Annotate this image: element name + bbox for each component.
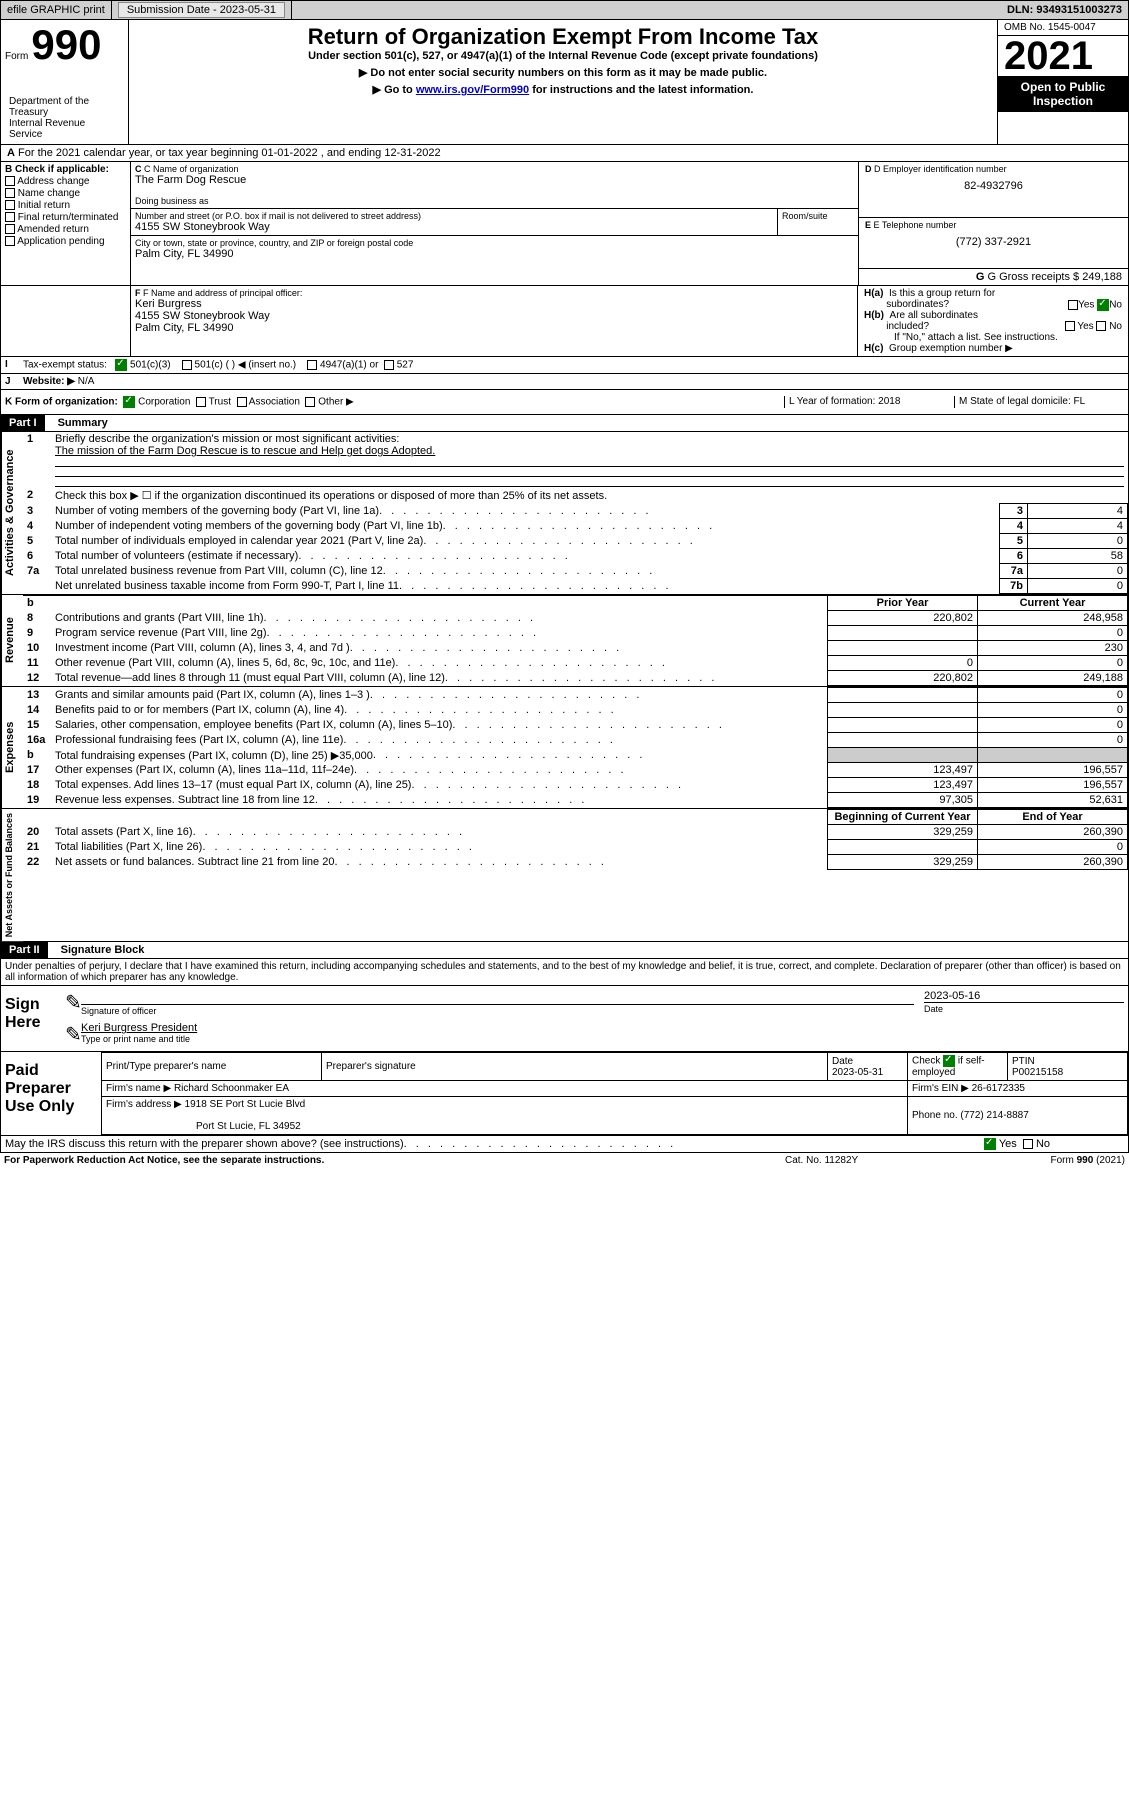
501c3-check: [115, 359, 127, 371]
header-bar: efile GRAPHIC print Submission Date - 20…: [0, 0, 1129, 20]
firm-phone: (772) 214-8887: [960, 1110, 1028, 1121]
section-c: C C Name of organization The Farm Dog Re…: [131, 162, 858, 285]
instr-link: ▶ Go to www.irs.gov/Form990 for instruct…: [133, 83, 993, 96]
vert-net: Net Assets or Fund Balances: [1, 809, 23, 941]
check-item[interactable]: Application pending: [5, 236, 126, 247]
firm-addr: 1918 SE Port St Lucie Blvd: [185, 1099, 306, 1110]
table-row: 18Total expenses. Add lines 13–17 (must …: [23, 778, 1128, 793]
paid-preparer-label: Paid Preparer Use Only: [1, 1052, 101, 1135]
section-a: A For the 2021 calendar year, or tax yea…: [0, 145, 1129, 162]
part1-netassets: Net Assets or Fund Balances Beginning of…: [0, 809, 1129, 942]
table-row: Net unrelated business taxable income fr…: [23, 579, 1128, 594]
table-row: 8Contributions and grants (Part VIII, li…: [23, 611, 1128, 626]
firm-ein: 26-6172335: [972, 1083, 1025, 1094]
identity-block: B Check if applicable: Address change Na…: [0, 162, 1129, 286]
part1-header-row: Part I Summary: [0, 415, 1129, 432]
gross-receipts: 249,188: [1082, 271, 1122, 283]
website-row: Website: ▶ N/A: [19, 374, 1128, 389]
vert-expenses: Expenses: [1, 687, 23, 808]
instr-ssn: ▶ Do not enter social security numbers o…: [133, 66, 993, 79]
table-row: 22Net assets or fund balances. Subtract …: [23, 855, 1128, 870]
table-row: 4Number of independent voting members of…: [23, 519, 1128, 534]
table-row: 21Total liabilities (Part X, line 26)0: [23, 840, 1128, 855]
irs-link[interactable]: www.irs.gov/Form990: [416, 84, 529, 96]
phone-value: (772) 337-2921: [865, 236, 1122, 248]
sig-date: 2023-05-16: [924, 990, 1124, 1002]
prep-date: 2023-05-31: [832, 1067, 883, 1078]
footer-right: Form 990 (2021): [985, 1155, 1125, 1166]
table-row: 15Salaries, other compensation, employee…: [23, 718, 1128, 733]
legal-domicile: M State of legal domicile: FL: [954, 396, 1124, 408]
main-title: Return of Organization Exempt From Incom…: [133, 24, 993, 50]
part1-expenses: Expenses 13Grants and similar amounts pa…: [0, 687, 1129, 809]
form-label: Form: [5, 51, 28, 62]
table-row: 6Total number of volunteers (estimate if…: [23, 549, 1128, 564]
form-title-section: Form 990 Department of the Treasury Inte…: [0, 20, 1129, 145]
check-item[interactable]: Amended return: [5, 224, 126, 235]
table-row: 20Total assets (Part X, line 16)329,2592…: [23, 825, 1128, 840]
officer-block: F F Name and address of principal office…: [0, 286, 1129, 357]
efile-label: efile GRAPHIC print: [1, 1, 112, 19]
org-city: Palm City, FL 34990: [135, 248, 854, 260]
self-emp-check: [943, 1055, 955, 1067]
table-row: 14Benefits paid to or for members (Part …: [23, 703, 1128, 718]
table-row: 17Other expenses (Part IX, column (A), l…: [23, 763, 1128, 778]
vert-governance: Activities & Governance: [1, 432, 23, 594]
dln-label: DLN: 93493151003273: [1001, 1, 1128, 19]
org-address: 4155 SW Stoneybrook Way: [135, 221, 773, 233]
table-row: 16aProfessional fundraising fees (Part I…: [23, 733, 1128, 748]
vert-revenue: Revenue: [1, 595, 23, 686]
submission-date-button[interactable]: Submission Date - 2023-05-31: [118, 2, 285, 18]
officer-name: Keri Burgress: [135, 298, 853, 310]
mission-text: The mission of the Farm Dog Rescue is to…: [55, 445, 435, 457]
corp-check: [123, 396, 135, 408]
org-name: The Farm Dog Rescue: [135, 174, 854, 186]
table-row: 3Number of voting members of the governi…: [23, 504, 1128, 519]
dept-treasury: Department of the Treasury: [5, 96, 124, 118]
subtitle: Under section 501(c), 527, or 4947(a)(1)…: [133, 50, 993, 62]
table-row: 19Revenue less expenses. Subtract line 1…: [23, 793, 1128, 808]
table-row: 9Program service revenue (Part VIII, lin…: [23, 626, 1128, 641]
ha-no-check: [1097, 299, 1109, 311]
table-row: bTotal fundraising expenses (Part IX, co…: [23, 748, 1128, 763]
table-row: 13Grants and similar amounts paid (Part …: [23, 688, 1128, 703]
dept-irs: Internal Revenue Service: [5, 118, 124, 140]
table-row: 11Other revenue (Part VIII, column (A), …: [23, 656, 1128, 671]
check-item[interactable]: Address change: [5, 176, 126, 187]
firm-name: Richard Schoonmaker EA: [174, 1083, 289, 1094]
check-item[interactable]: Initial return: [5, 200, 126, 211]
ptin-value: P00215158: [1012, 1067, 1063, 1078]
year-formation: L Year of formation: 2018: [784, 396, 954, 408]
open-to-public: Open to PublicInspection: [998, 76, 1128, 112]
form-number: 990: [31, 21, 101, 68]
discuss-yes-check: [984, 1138, 996, 1150]
tax-exempt-status: Tax-exempt status: 501(c)(3) 501(c) ( ) …: [19, 357, 1128, 373]
officer-name-sig: Keri Burgress President: [81, 1022, 1124, 1034]
table-row: 10Investment income (Part VIII, column (…: [23, 641, 1128, 656]
perjury-declaration: Under penalties of perjury, I declare th…: [0, 959, 1129, 986]
form-of-org: K Form of organization: Corporation Trus…: [5, 396, 784, 408]
part2-header-row: Part II Signature Block: [0, 942, 1129, 959]
tax-year: 2021: [998, 36, 1128, 76]
section-b: B Check if applicable: Address change Na…: [1, 162, 131, 285]
table-row: 5Total number of individuals employed in…: [23, 534, 1128, 549]
sign-here-label: Sign Here: [1, 986, 61, 1051]
ein-value: 82-4932796: [865, 180, 1122, 192]
check-item[interactable]: Name change: [5, 188, 126, 199]
table-row: 7aTotal unrelated business revenue from …: [23, 564, 1128, 579]
table-row: 12Total revenue—add lines 8 through 11 (…: [23, 671, 1128, 686]
part1-governance: Activities & Governance 1 Briefly descri…: [0, 432, 1129, 595]
footer-mid: Cat. No. 11282Y: [785, 1155, 985, 1166]
check-item[interactable]: Final return/terminated: [5, 212, 126, 223]
part1-revenue: Revenue b Prior Year Current Year 8Contr…: [0, 595, 1129, 687]
footer-left: For Paperwork Reduction Act Notice, see …: [4, 1155, 785, 1166]
room-suite: Room/suite: [778, 209, 858, 235]
